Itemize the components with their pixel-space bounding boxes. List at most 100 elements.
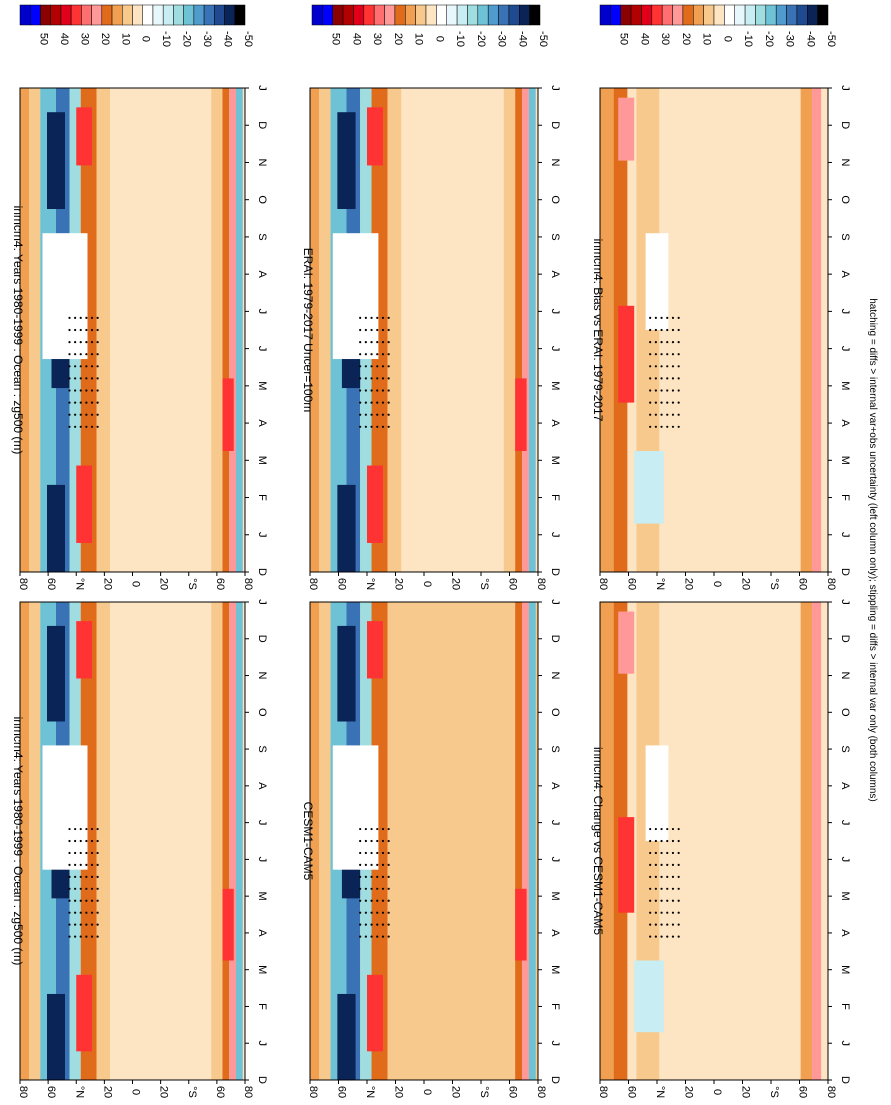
lat-tick-label: 0 [421,581,433,587]
colorbar-label: -30 [496,31,508,47]
colorbar-swatch [817,4,829,26]
stipple-dot [370,413,373,416]
stipple-dot [666,328,669,332]
stipple-dot [671,413,675,416]
month-tick-label: F [839,494,851,501]
colorbar-swatch [498,4,510,26]
stipple-dot [359,827,362,831]
stipple-dot [96,923,99,926]
stipple-dot [654,413,657,416]
colorbar-swatch [173,4,184,26]
stipple-dot [68,365,71,368]
stipple-dot [85,899,88,902]
colorbar-swatch [672,4,684,26]
stipple-dot [376,401,379,404]
stipple-dot [85,413,88,416]
month-tick-label: O [549,708,561,717]
colorbar-swatch [703,4,715,26]
stipple-dot [381,316,385,319]
stipple-dot [90,899,94,902]
stipple-dot [68,911,71,914]
month-tick-label: O [256,195,268,204]
stipple-dot [85,923,88,926]
stipple-dot [68,851,71,855]
stipple-dot [381,353,385,356]
lat-tick-label: °S [768,578,780,590]
month-tick-label: S [839,745,851,752]
lat-axis: 80 60 °N 20 0 20 °S 60 80 [597,1080,837,1098]
stipple-dot [364,413,367,416]
month-tick-label: J [839,309,851,315]
stipple-dot [671,316,675,319]
stipple-dot [370,899,373,902]
colorbar-label: -10 [160,31,172,47]
stipple-dot [376,353,379,356]
colorbar-label: 10 [413,33,425,45]
stipple-dot [85,887,88,890]
stipple-dot [666,353,669,356]
month-tick-label: J [549,532,561,538]
stipple-dot [79,413,82,416]
stipple-dot [381,839,385,843]
stipple-dot [79,425,82,428]
stipple-dot [654,899,657,902]
stipple-dot [90,827,94,831]
stipple-dot [90,875,94,878]
colorbar-swatch [322,4,333,26]
month-tick-label: D [549,635,561,643]
stipple-dot [666,875,669,878]
colorbar-label: 40 [350,33,362,45]
stipple-dot [666,341,669,344]
colorbar-label: 0 [721,36,733,42]
stipple-dot [654,923,657,926]
lat-tick-label: °N [73,1086,85,1098]
lat-tick-label: 20 [450,1086,462,1098]
colorbar-swatch [384,4,396,26]
stipple-dot [68,401,71,404]
stipple-dot [649,401,652,404]
colorbar-swatch [744,4,756,26]
stipple-dot [649,851,652,855]
panel-field [600,88,828,572]
stipple-dot [376,425,379,428]
stipple-dot [660,899,663,902]
stipple-dot [381,328,385,332]
colorbar-label: -10 [742,31,754,47]
colorbar-label: 10 [701,33,713,45]
month-tick-label: A [256,419,268,427]
month-tick-label: F [839,1003,851,1010]
stipple-dot [79,887,82,890]
colorbar-swatch [519,4,530,26]
stipple-dot [387,377,390,380]
lat-tick-label: 60 [336,1086,348,1098]
stipple-dot [96,353,99,356]
stippling [649,827,680,938]
stipple-dot [74,875,77,878]
stipple-dot [376,341,379,344]
lat-tick-label: 80 [597,1086,609,1098]
stipple-dot [666,899,669,902]
month-tick-label: J [256,857,268,863]
stipple-dot [370,851,373,855]
month-tick-label: A [256,929,268,937]
stipple-dot [85,839,88,843]
lat-tick-label: 20 [101,578,113,590]
stipple-dot [96,328,99,332]
stipple-dot [660,935,663,938]
stipple-dot [364,851,367,855]
stipple-dot [649,923,652,926]
stipple-dot [654,341,657,344]
stipple-dot [666,316,669,319]
stipple-dot [666,827,669,831]
colorbar-swatch [142,4,154,26]
stipple-dot [90,328,94,332]
stipple-dot [677,425,680,428]
colorbar-swatch [29,4,41,26]
stipple-dot [364,353,367,356]
stipple-dot [666,425,669,428]
stipple-dot [359,911,362,914]
stipple-dot [677,401,680,404]
stipple-dot [90,935,94,938]
colorbar-swatch [203,4,215,26]
stipple-dot [387,341,390,344]
